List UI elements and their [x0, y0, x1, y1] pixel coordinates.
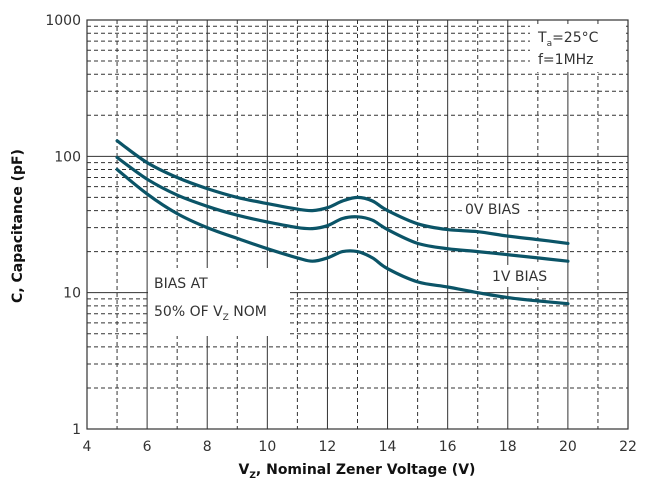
x-tick-label: 22: [619, 439, 637, 455]
curves: [115, 139, 570, 306]
x-tick-label: 4: [83, 439, 92, 455]
bias0-label: 0V BIAS: [465, 202, 520, 218]
y-tick-label: 100: [54, 149, 81, 165]
grid: [86, 19, 629, 430]
note-box: [148, 268, 290, 336]
x-tick-label: 14: [379, 439, 397, 455]
bias1-label-box: [488, 265, 554, 287]
tick-labels: 4 6 8 10 12 14 16 18 20 22 1 10 100 1000: [45, 13, 637, 455]
x-axis-title: VZ, Nominal Zener Voltage (V): [239, 462, 476, 481]
x-tick-label: 8: [203, 439, 212, 455]
series-line-1: [115, 139, 570, 245]
bias1-label: 1V BIAS: [492, 269, 547, 285]
x-tick-label: 12: [319, 439, 337, 455]
y-tick-label: 1: [72, 422, 81, 438]
y-axis-title: C, Capacitance (pF): [10, 149, 26, 303]
plot-frame: [86, 19, 629, 430]
note-line1: BIAS AT: [154, 276, 208, 292]
x-tick-label: 20: [559, 439, 577, 455]
x-tick-label: 6: [143, 439, 152, 455]
x-tick-label: 18: [499, 439, 517, 455]
series-line-2: [115, 155, 570, 263]
y-tick-label: 10: [63, 286, 81, 302]
series-line-3: [115, 167, 570, 306]
x-tick-label: 16: [439, 439, 457, 455]
y-tick-label: 1000: [45, 13, 81, 29]
bias0-label-box: [462, 198, 528, 220]
frequency-label: f=1MHz: [538, 52, 594, 68]
x-tick-label: 10: [258, 439, 276, 455]
conditions-box: [530, 24, 626, 72]
temperature-label: Ta=25°C: [537, 30, 599, 49]
note-line2: 50% OF VZ NOM: [154, 304, 267, 323]
